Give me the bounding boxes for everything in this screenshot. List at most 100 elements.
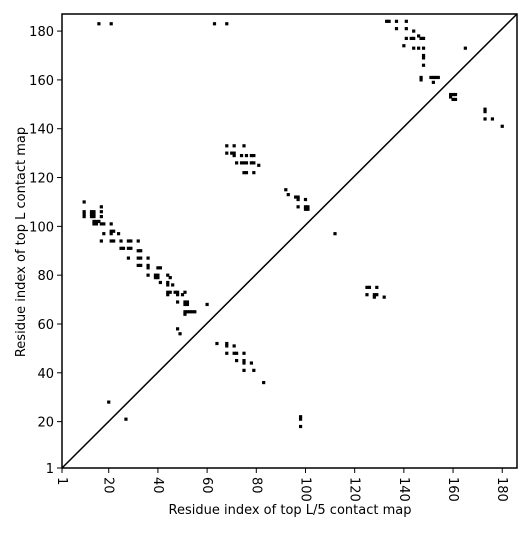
contact-point: [375, 293, 379, 297]
y-tick-label: 140: [29, 123, 54, 138]
contact-point: [242, 171, 246, 175]
contact-point: [168, 290, 172, 294]
contact-point: [139, 263, 143, 268]
contact-point: [99, 214, 103, 219]
contact-point: [225, 144, 229, 148]
x-tick-label: 80: [248, 477, 263, 494]
contact-point: [306, 207, 310, 211]
contact-point: [124, 417, 128, 421]
contact-point: [225, 341, 229, 346]
contact-point: [185, 300, 190, 304]
contact-point: [453, 92, 458, 97]
contact-point: [382, 295, 386, 299]
contact-point: [183, 300, 187, 304]
contact-point: [394, 27, 399, 31]
contact-point: [156, 266, 160, 270]
diagonal-line: [61, 13, 518, 469]
contact-point: [112, 239, 116, 243]
contact-point: [298, 424, 303, 429]
contact-point: [490, 117, 495, 121]
contact-point: [242, 351, 246, 355]
contact-point: [262, 380, 266, 385]
contact-point: [92, 212, 96, 216]
contact-point: [394, 19, 399, 23]
contact-point: [185, 310, 190, 314]
x-tick-label: 160: [445, 477, 460, 502]
contact-point: [82, 214, 86, 219]
contact-point: [92, 222, 96, 226]
contact-point: [448, 92, 453, 97]
contact-point: [257, 163, 261, 167]
contact-point: [252, 171, 256, 175]
contact-point: [232, 151, 236, 155]
y-tick-label: 1: [46, 462, 54, 477]
contact-point: [419, 75, 423, 80]
y-tick-label: 80: [37, 269, 54, 284]
contact-point: [239, 153, 244, 158]
contact-point: [242, 161, 246, 165]
contact-point: [126, 256, 131, 260]
contact-point: [175, 290, 180, 294]
y-tick-label: 40: [37, 367, 54, 382]
contact-point: [249, 361, 253, 365]
contact-point: [419, 78, 423, 82]
contact-point: [146, 256, 150, 260]
x-tick-label: 1: [54, 477, 69, 485]
contact-point: [136, 249, 140, 253]
contact-point: [431, 75, 435, 80]
contact-point: [365, 293, 369, 297]
contact-point: [412, 46, 416, 50]
contact-point: [298, 415, 303, 419]
contact-point: [483, 107, 487, 111]
y-tick-label: 20: [37, 416, 54, 431]
contact-point: [109, 222, 113, 226]
contact-point: [333, 232, 337, 236]
contact-point: [239, 161, 244, 165]
y-tick-label: 180: [29, 25, 54, 40]
contact-point: [412, 29, 416, 33]
contact-point: [402, 44, 406, 48]
contact-point: [235, 351, 239, 355]
contact-point: [175, 327, 180, 331]
contact-point: [109, 239, 113, 243]
contact-point: [107, 400, 111, 404]
contact-point: [419, 36, 423, 41]
contact-point: [225, 351, 229, 355]
contact-point: [244, 171, 249, 175]
contact-point: [136, 239, 140, 243]
contact-point: [296, 195, 300, 199]
contact-point: [99, 210, 103, 214]
contact-point: [205, 302, 209, 307]
contact-point: [183, 312, 187, 316]
contact-point: [175, 293, 180, 297]
contact-point: [109, 22, 113, 26]
contact-point: [417, 46, 421, 50]
contact-point: [173, 290, 177, 294]
contact-point: [417, 34, 421, 38]
contact-point: [92, 219, 96, 224]
contact-point: [409, 36, 413, 41]
contact-point: [232, 344, 236, 348]
contact-point: [421, 63, 426, 67]
contact-point: [89, 210, 94, 214]
x-tick-label: 20: [101, 477, 116, 494]
x-tick-label: 180: [494, 477, 509, 502]
contact-point: [82, 212, 86, 216]
contact-point: [303, 205, 308, 209]
contact-point: [296, 205, 300, 209]
contact-point: [166, 283, 170, 287]
contact-point: [225, 151, 229, 155]
plot-frame: [61, 13, 518, 469]
contact-point: [175, 300, 180, 304]
contact-point: [436, 75, 440, 80]
contact-point: [188, 310, 192, 314]
contact-point: [372, 295, 376, 299]
contact-point: [412, 36, 416, 41]
x-tick-label: 60: [199, 477, 214, 494]
contact-point: [225, 344, 229, 348]
contact-point: [146, 266, 150, 270]
contact-point: [121, 246, 126, 250]
contact-point: [244, 161, 249, 165]
contact-point: [158, 266, 162, 270]
